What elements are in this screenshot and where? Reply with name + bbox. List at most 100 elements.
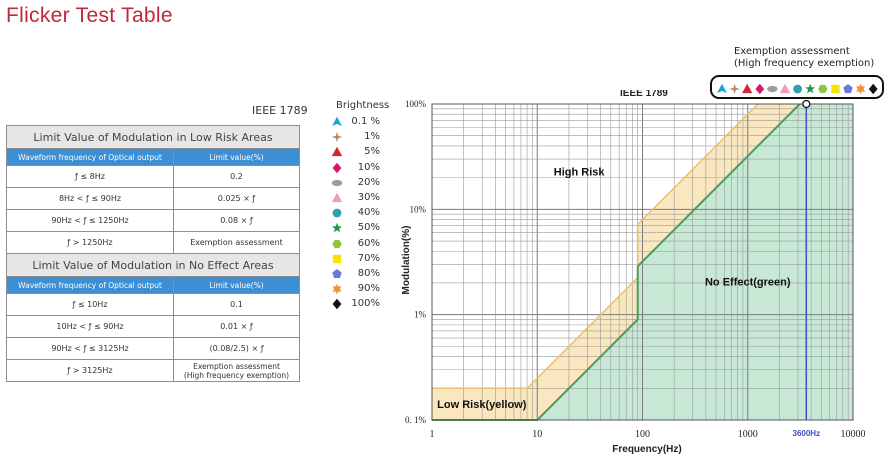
limit-cell: 0.2 [173, 165, 300, 188]
triangle-icon [331, 147, 343, 157]
pentagon-icon [843, 84, 853, 93]
freq-cell: 90Hz < ƒ ≤ 3125Hz [6, 337, 174, 360]
triangle-icon [742, 83, 753, 94]
legend-label: 100% [351, 298, 380, 310]
exemption-icons [717, 83, 878, 95]
table-row: ƒ > 3125Hz Exemption assessment (High fr… [6, 359, 300, 382]
legend-item: 100% [330, 297, 380, 312]
threshold-label: 3600Hz [793, 429, 821, 438]
legend-marker [331, 131, 343, 143]
column-header-frequency: Waveform frequency of Optical output [6, 276, 174, 294]
limit-line: (High frequency exemption) [183, 370, 290, 380]
star6-icon [332, 283, 342, 295]
legend-item: 50% [330, 221, 380, 236]
legend-marker [332, 116, 342, 127]
legend-item: 10% [330, 161, 380, 176]
modulation-chart: IEEE 1789 Frequency(Hz) Modulation(%) 36… [401, 90, 866, 455]
exemption-icons-box [710, 75, 884, 99]
star5-icon [805, 83, 816, 94]
pentagon-icon [332, 268, 342, 278]
legend-marker [332, 254, 342, 263]
exemption-line: Exemption assessment [734, 46, 850, 57]
legend-label: 40% [357, 207, 380, 219]
legend-label: 10% [357, 161, 380, 173]
legend-label: 80% [357, 267, 380, 279]
square-icon [831, 84, 840, 94]
legend-marker [331, 147, 343, 157]
legend-marker [331, 179, 343, 186]
legend-label: 1% [364, 131, 380, 143]
x-tick-label: 100 [635, 429, 650, 440]
hexagon-icon [818, 84, 828, 94]
y-tick-label: 10% [410, 204, 427, 214]
legend-marker [332, 299, 342, 310]
legend-item: 80% [330, 267, 380, 282]
freq-cell: ƒ ≤ 8Hz [6, 165, 174, 188]
chart-title: IEEE 1789 [620, 90, 668, 99]
legend-marker [332, 283, 342, 295]
plot-area [431, 103, 854, 421]
triangle-up-icon [332, 116, 342, 127]
x-axis-label: Frequency(Hz) [612, 444, 681, 455]
column-header-limit: Limit value(%) [173, 148, 300, 166]
table-row: ƒ > 1250Hz Exemption assessment [6, 231, 300, 254]
exemption-line: (High frequency exemption) [734, 58, 875, 69]
legend-item: 1% [330, 130, 380, 145]
legend-item: 5% [330, 145, 380, 160]
legend-marker [332, 162, 342, 173]
table-row: 90Hz < ƒ ≤ 1250Hz 0.08 × ƒ [6, 209, 300, 232]
section-title-no-effect: Limit Value of Modulation in No Effect A… [6, 253, 300, 277]
freq-cell: 10Hz < ƒ ≤ 90Hz [6, 315, 174, 338]
legend-item: 70% [330, 252, 380, 267]
legend-item: 60% [330, 237, 380, 252]
freq-cell: ƒ > 3125Hz [6, 359, 174, 382]
triangle-icon [779, 83, 791, 94]
diamond-icon [332, 162, 342, 173]
limit-cell: 0.01 × ƒ [173, 315, 300, 338]
brightness-legend: Brightness 0.1 % 1% 5% 10% 20% 30% 40% 50% 60% 70… [330, 100, 390, 312]
freq-cell: ƒ > 1250Hz [6, 231, 174, 254]
legend-label: 30% [357, 191, 380, 203]
plot-frame [431, 103, 854, 421]
star6-icon [856, 83, 866, 95]
x-tick-label: 10000 [841, 429, 866, 440]
limit-cell: Exemption assessment (High frequency exe… [173, 359, 300, 382]
no-effect-label: No Effect(green) [705, 276, 791, 288]
legend-marker [332, 239, 342, 248]
low-risk-label: Low Risk(yellow) [437, 399, 527, 411]
hexagon-icon [332, 239, 342, 248]
freq-cell: 90Hz < ƒ ≤ 1250Hz [6, 209, 174, 232]
y-axis-label: Modulation(%) [401, 226, 412, 295]
table-row: ƒ ≤ 8Hz 0.2 [6, 165, 300, 188]
triangle-icon [331, 192, 343, 203]
page-title: Flicker Test Table [6, 4, 173, 27]
legend-label: 90% [357, 283, 380, 295]
legend-item: 90% [330, 282, 380, 297]
ellipse-icon [767, 85, 778, 93]
y-tick-label: 0. 1% [405, 415, 427, 425]
diamond-icon [868, 83, 878, 95]
star4-icon [331, 131, 343, 143]
high-risk-label: High Risk [554, 166, 606, 178]
legend-title: Brightness [336, 100, 390, 111]
legend-label: 5% [364, 146, 380, 158]
legend-marker [332, 223, 342, 233]
diamond-icon [332, 299, 342, 310]
x-tick-label: 1 [430, 429, 435, 440]
legend-marker [332, 268, 342, 278]
x-tick-label: 10 [532, 429, 542, 440]
legend-item: 0.1 % [330, 115, 380, 130]
limit-line: Exemption assessment [193, 361, 280, 371]
x-tick-label: 1000 [738, 429, 758, 440]
limit-cell: (0.08/2.5) × ƒ [173, 337, 300, 360]
freq-cell: 8Hz < ƒ ≤ 90Hz [6, 187, 174, 210]
y-tick-label: 1% [414, 310, 427, 320]
star5-icon [332, 223, 342, 233]
table-row: 8Hz < ƒ ≤ 90Hz 0.025 × ƒ [6, 187, 300, 210]
ellipse-icon [331, 179, 343, 186]
limit-cell: 0.025 × ƒ [173, 187, 300, 210]
limit-table: Limit Value of Modulation in Low Risk Ar… [6, 125, 300, 382]
legend-item: 30% [330, 191, 380, 206]
exemption-title: Exemption assessment (High frequency exe… [734, 46, 874, 70]
freq-cell: ƒ ≤ 10Hz [6, 293, 174, 316]
